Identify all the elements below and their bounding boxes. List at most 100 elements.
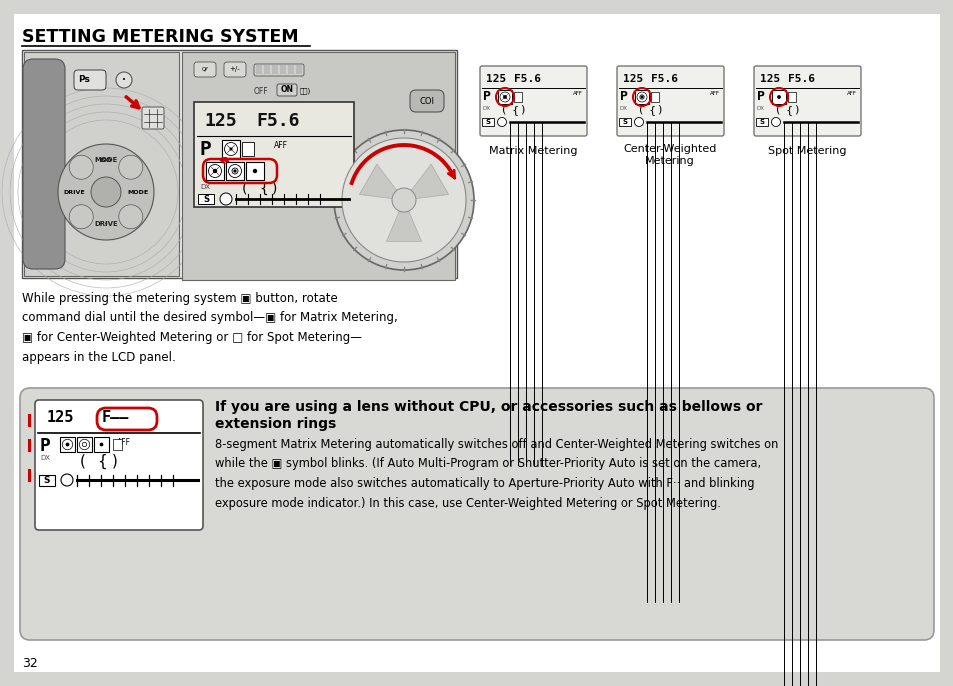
Text: ⚡: ⚡ — [104, 222, 108, 226]
Bar — [198, 194, 213, 204]
Circle shape — [640, 96, 642, 98]
Text: {: { — [785, 105, 792, 115]
Circle shape — [70, 155, 93, 179]
Bar — [60, 437, 75, 452]
Bar — [635, 90, 648, 104]
Bar — [222, 140, 240, 158]
Text: AFF: AFF — [274, 141, 288, 150]
Text: AFF: AFF — [709, 91, 720, 96]
Text: AFF: AFF — [846, 91, 856, 96]
Text: ): ) — [793, 105, 798, 115]
Text: F––: F–– — [102, 410, 130, 425]
FancyBboxPatch shape — [193, 62, 215, 77]
Text: 125: 125 — [204, 112, 236, 130]
Bar — [264, 65, 270, 74]
Text: 125: 125 — [485, 74, 506, 84]
Text: ・・): ・・) — [299, 87, 311, 93]
Text: DX: DX — [482, 106, 491, 111]
Text: Ps: Ps — [78, 75, 90, 84]
Text: DX: DX — [619, 106, 627, 111]
Circle shape — [118, 155, 143, 179]
Bar — [77, 437, 91, 452]
Text: 8-segment Matrix Metering automatically switches off and Center-Weighted Meterin: 8-segment Matrix Metering automatically … — [214, 438, 778, 510]
Text: •: • — [122, 77, 126, 83]
Bar — [112, 439, 122, 450]
Bar — [755, 118, 767, 126]
Text: ISO: ISO — [100, 158, 112, 163]
Text: While pressing the metering system ▣ button, rotate
command dial until the desir: While pressing the metering system ▣ but… — [22, 292, 397, 364]
Text: MODE: MODE — [94, 157, 117, 163]
Text: S: S — [203, 195, 209, 204]
Text: DX: DX — [40, 455, 50, 461]
Text: {: { — [648, 105, 656, 115]
Text: 125: 125 — [760, 74, 780, 84]
Polygon shape — [359, 164, 403, 200]
Circle shape — [61, 474, 73, 486]
Text: P: P — [200, 140, 212, 159]
Circle shape — [220, 193, 232, 205]
Text: (: ( — [639, 105, 642, 115]
Circle shape — [341, 138, 465, 262]
FancyBboxPatch shape — [224, 62, 246, 77]
Bar — [787, 92, 795, 102]
Bar — [206, 162, 224, 180]
Text: S: S — [44, 476, 51, 485]
Bar — [650, 92, 659, 102]
Circle shape — [91, 177, 121, 207]
Bar — [288, 65, 294, 74]
Bar — [246, 162, 264, 180]
Circle shape — [634, 117, 643, 126]
Text: Matrix Metering: Matrix Metering — [488, 146, 577, 156]
Circle shape — [503, 96, 506, 98]
Circle shape — [58, 144, 153, 240]
Text: (: ( — [775, 105, 780, 115]
Text: If you are using a lens without CPU, or accessories such as bellows or: If you are using a lens without CPU, or … — [214, 400, 761, 414]
Circle shape — [497, 117, 506, 126]
Text: 125: 125 — [47, 410, 74, 425]
Text: COI: COI — [419, 97, 434, 106]
Bar — [24, 52, 179, 276]
Text: (: ( — [80, 454, 86, 469]
Text: OFF: OFF — [253, 87, 269, 96]
Text: {: { — [258, 182, 268, 196]
Text: AFF: AFF — [573, 91, 582, 96]
Text: F5.6: F5.6 — [255, 112, 299, 130]
Circle shape — [70, 204, 93, 228]
Text: P: P — [619, 90, 627, 103]
Circle shape — [100, 443, 103, 446]
FancyBboxPatch shape — [617, 66, 723, 136]
Bar — [94, 437, 109, 452]
FancyBboxPatch shape — [753, 66, 861, 136]
Circle shape — [230, 147, 233, 150]
Text: (: ( — [242, 182, 247, 196]
Text: Q⁄⁄: Q⁄⁄ — [202, 67, 208, 71]
Bar — [22, 50, 456, 278]
Text: ON: ON — [280, 86, 294, 95]
Circle shape — [392, 188, 416, 212]
Text: {: { — [512, 105, 518, 115]
Text: DRIVE: DRIVE — [94, 221, 118, 227]
Text: Spot Metering: Spot Metering — [767, 146, 845, 156]
Text: DX: DX — [200, 184, 210, 190]
Circle shape — [334, 130, 474, 270]
FancyBboxPatch shape — [23, 59, 65, 269]
FancyBboxPatch shape — [74, 70, 106, 90]
Text: 32: 32 — [22, 657, 38, 670]
Text: (: ( — [501, 105, 506, 115]
Text: Center-Weighted
Metering: Center-Weighted Metering — [622, 144, 716, 165]
Circle shape — [118, 204, 143, 228]
Polygon shape — [386, 200, 421, 241]
Bar — [771, 90, 785, 104]
FancyBboxPatch shape — [479, 66, 586, 136]
FancyBboxPatch shape — [20, 388, 933, 640]
Text: {: { — [97, 454, 107, 469]
Text: F5.6: F5.6 — [787, 74, 814, 84]
Bar — [280, 65, 286, 74]
Bar — [481, 118, 494, 126]
Text: S: S — [622, 119, 627, 125]
FancyBboxPatch shape — [142, 107, 164, 129]
Circle shape — [253, 169, 256, 172]
Bar — [39, 475, 55, 486]
Bar — [514, 92, 521, 102]
Text: P: P — [40, 437, 51, 455]
